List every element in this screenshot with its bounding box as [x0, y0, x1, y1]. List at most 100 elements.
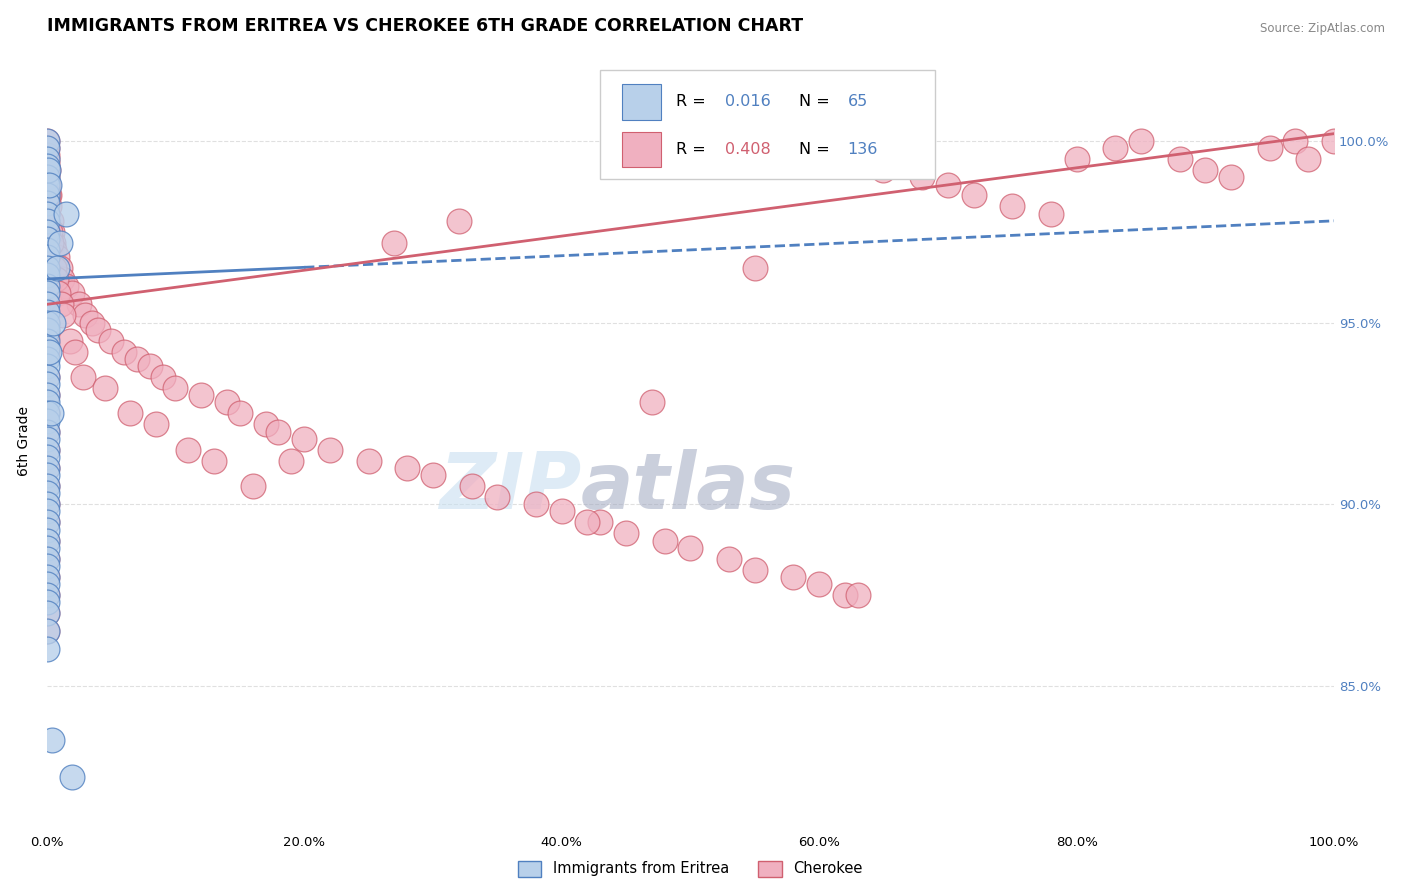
- Point: [35, 148, 58, 162]
- Point: [35, 570, 58, 584]
- Point: [35, 414, 58, 428]
- Point: [35, 323, 58, 337]
- Point: [38, 199, 60, 213]
- Point: [35, 577, 58, 591]
- Point: [35, 351, 58, 366]
- Point: [42, 235, 65, 250]
- Point: [35, 261, 58, 276]
- Point: [46, 286, 69, 301]
- Point: [242, 479, 264, 493]
- Point: [679, 541, 702, 555]
- Point: [39, 406, 62, 420]
- Point: [1130, 134, 1153, 148]
- Point: [1258, 141, 1281, 155]
- Point: [229, 406, 252, 420]
- Point: [35, 516, 58, 530]
- Point: [1323, 134, 1346, 148]
- Point: [35, 178, 58, 192]
- Point: [396, 461, 419, 475]
- Point: [35, 268, 58, 283]
- Point: [35, 425, 58, 439]
- Point: [35, 442, 58, 457]
- Point: [35, 178, 58, 192]
- Point: [35, 541, 58, 555]
- Point: [35, 344, 58, 359]
- Point: [45, 250, 67, 264]
- Point: [48, 235, 70, 250]
- Point: [59, 334, 82, 348]
- Text: 65: 65: [848, 95, 868, 110]
- Text: 0.408: 0.408: [725, 142, 770, 157]
- Point: [35, 301, 58, 315]
- Point: [460, 479, 482, 493]
- Point: [48, 261, 70, 276]
- Point: [35, 195, 58, 210]
- Point: [35, 523, 58, 537]
- Point: [576, 516, 599, 530]
- Point: [35, 486, 58, 500]
- Point: [1298, 152, 1320, 166]
- Point: [190, 388, 212, 402]
- Point: [292, 432, 315, 446]
- Point: [215, 395, 238, 409]
- FancyBboxPatch shape: [621, 85, 661, 120]
- Point: [35, 341, 58, 355]
- Point: [35, 479, 58, 493]
- Point: [35, 141, 58, 155]
- Point: [35, 479, 58, 493]
- Point: [319, 442, 342, 457]
- Point: [35, 533, 58, 548]
- Point: [93, 381, 115, 395]
- Point: [35, 235, 58, 250]
- Point: [744, 261, 766, 276]
- Point: [1039, 206, 1062, 220]
- Point: [37, 163, 59, 178]
- Point: [35, 192, 58, 206]
- Point: [35, 551, 58, 566]
- Point: [35, 243, 58, 257]
- Point: [35, 134, 58, 148]
- FancyBboxPatch shape: [621, 132, 661, 168]
- Point: [35, 461, 58, 475]
- Point: [641, 395, 664, 409]
- Point: [39, 235, 62, 250]
- Point: [872, 163, 894, 178]
- Text: 136: 136: [848, 142, 877, 157]
- Point: [35, 450, 58, 464]
- Point: [1001, 199, 1024, 213]
- FancyBboxPatch shape: [600, 70, 935, 179]
- Point: [35, 185, 58, 199]
- Point: [35, 497, 58, 511]
- Point: [524, 497, 547, 511]
- Point: [254, 417, 277, 432]
- Point: [125, 351, 148, 366]
- Point: [35, 159, 58, 173]
- Point: [936, 178, 959, 192]
- Point: [35, 588, 58, 602]
- Point: [717, 551, 740, 566]
- Point: [145, 417, 167, 432]
- Point: [35, 206, 58, 220]
- Point: [35, 558, 58, 573]
- Point: [35, 308, 58, 322]
- Point: [35, 141, 58, 155]
- Point: [35, 279, 58, 293]
- Point: [75, 308, 97, 322]
- Point: [35, 250, 58, 264]
- Point: [35, 606, 58, 620]
- Point: [120, 406, 142, 420]
- Point: [41, 733, 63, 747]
- Point: [35, 323, 58, 337]
- Point: [38, 188, 60, 202]
- Text: atlas: atlas: [581, 450, 796, 525]
- Point: [39, 214, 62, 228]
- Point: [35, 250, 58, 264]
- Point: [35, 388, 58, 402]
- Point: [35, 370, 58, 384]
- Point: [35, 152, 58, 166]
- Y-axis label: 6th Grade: 6th Grade: [17, 406, 31, 475]
- Point: [35, 225, 58, 239]
- Text: ZIP: ZIP: [439, 450, 581, 525]
- Point: [49, 297, 72, 311]
- Point: [60, 770, 83, 784]
